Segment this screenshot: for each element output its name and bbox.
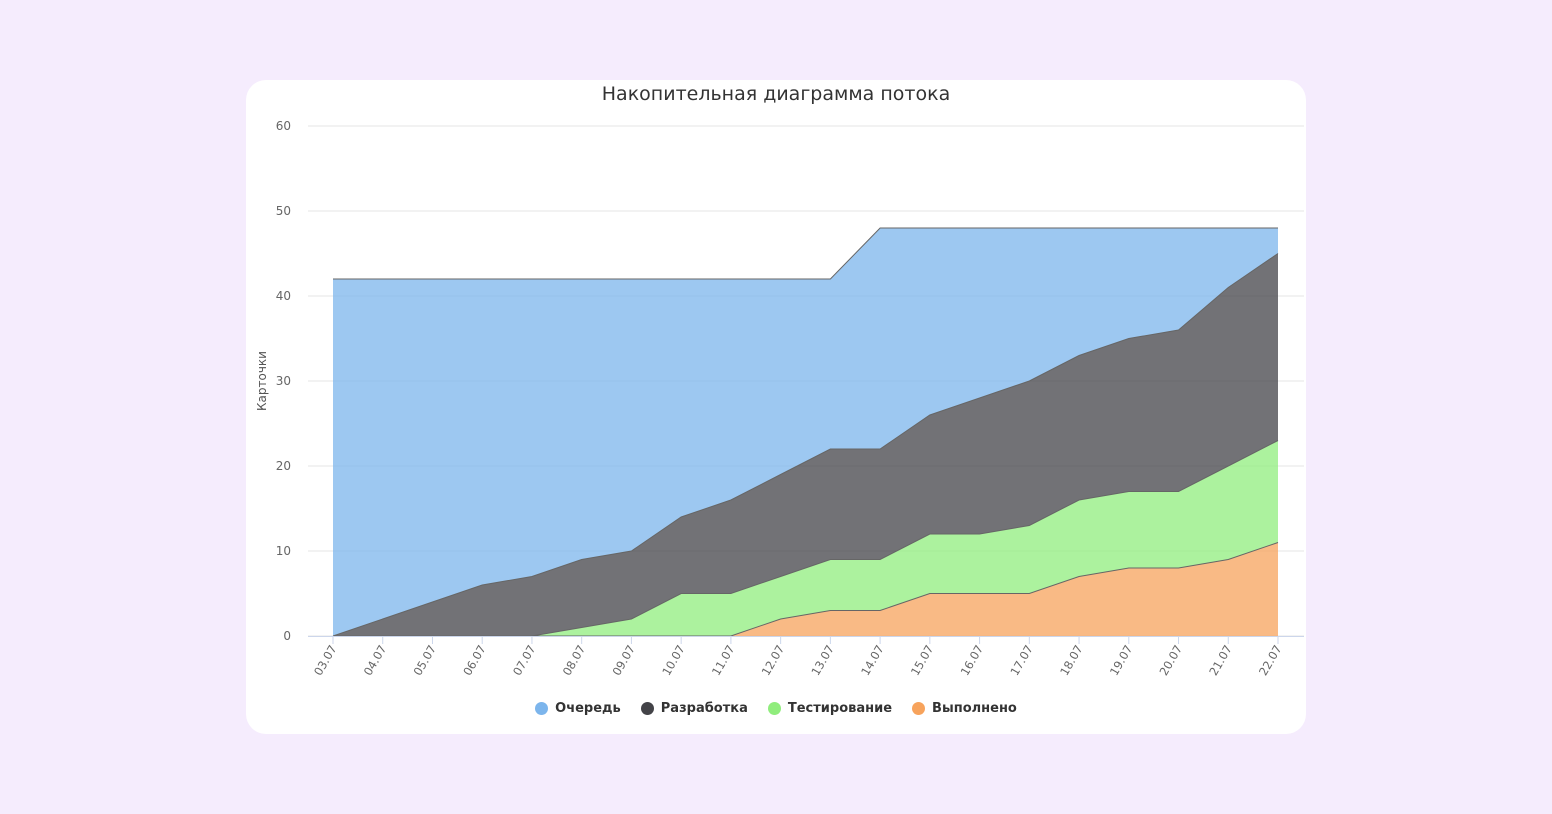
x-tick-label: 05.07 (410, 643, 439, 679)
x-tick-label: 22.07 (1256, 643, 1285, 679)
y-tick-label: 50 (276, 204, 291, 218)
legend-label: Разработка (660, 701, 748, 716)
x-tick-label: 14.07 (858, 643, 887, 679)
x-tick-label: 15.07 (908, 643, 937, 679)
x-tick-label: 04.07 (361, 643, 390, 679)
series-line-2 (332, 253, 1279, 637)
series-area-3 (333, 440, 1278, 636)
legend-label: Тестирование (787, 701, 893, 716)
legend-item-1[interactable]: Очередь (535, 701, 621, 716)
chart-legend: Очередь Разработка Тестирование Выполнено (246, 701, 1306, 716)
x-tick-label: 09.07 (609, 643, 638, 679)
x-tick-label: 03.07 (311, 643, 340, 679)
y-tick-label: 10 (276, 544, 291, 558)
series-line-1 (333, 227, 1278, 280)
legend-swatch (767, 702, 781, 715)
legend-item-3[interactable]: Тестирование (767, 701, 893, 716)
x-tick-label: 19.07 (1107, 643, 1136, 679)
y-tick-label: 20 (276, 459, 291, 473)
x-tick-label: 21.07 (1206, 643, 1235, 679)
legend-item-4[interactable]: Выполнено (912, 701, 1017, 716)
x-tick-label: 20.07 (1157, 643, 1186, 679)
legend-swatch (912, 702, 926, 715)
x-tick-label: 10.07 (659, 643, 688, 679)
legend-label: Очередь (555, 701, 621, 716)
chart-card: Накопительная диаграмма потока 0 10 20 30 40… (246, 80, 1306, 734)
chart-title: Накопительная диаграмма потока (601, 83, 951, 105)
legend-label: Выполнено (932, 701, 1017, 716)
y-tick-label: 30 (276, 374, 291, 388)
y-tick-label: 0 (283, 629, 291, 643)
legend-item-2[interactable]: Разработка (640, 701, 748, 716)
x-tick-label: 13.07 (808, 643, 837, 679)
legend-swatch (535, 702, 549, 715)
x-tick-label: 18.07 (1057, 643, 1086, 679)
x-tick-label: 07.07 (510, 643, 539, 679)
x-tick-label: 11.07 (709, 643, 738, 679)
cumulative-flow-chart: 0 10 20 30 40 50 60 Карточки 03.07 04.07 05.07 06.0… (255, 119, 1304, 679)
x-tick-label: 17.07 (1007, 643, 1036, 679)
series-area-1 (333, 228, 1278, 636)
x-tick-label: 12.07 (759, 643, 788, 679)
x-tick-label: 16.07 (958, 643, 987, 679)
y-tick-label: 40 (276, 289, 291, 303)
x-tick-label: 08.07 (560, 643, 589, 679)
series-area-2 (333, 253, 1278, 636)
x-tick-label: 06.07 (460, 643, 489, 679)
y-tick-label: 60 (276, 119, 291, 133)
series-area-4 (333, 542, 1278, 636)
y-axis-title: Карточки (255, 351, 269, 411)
legend-swatch (640, 702, 654, 715)
